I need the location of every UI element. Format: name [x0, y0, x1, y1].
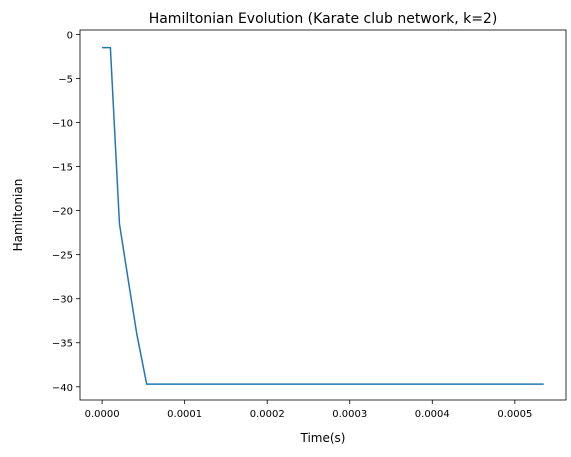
x-tick-label: 0.0000 — [85, 409, 120, 420]
series-layer — [102, 46, 544, 385]
plot-frame — [79, 29, 567, 401]
y-tick-label: −5 — [58, 74, 73, 85]
y-axis-ticks: 0 −5 −10 −15 −20 −25 −30 −35 −40 — [52, 30, 80, 394]
x-tick-label: 0.0002 — [250, 409, 285, 420]
y-tick-label: −25 — [52, 251, 73, 262]
x-tick-label: 0.0001 — [167, 409, 202, 420]
chart-title: Hamiltonian Evolution (Karate club netwo… — [149, 11, 498, 27]
y-tick-label: −35 — [52, 339, 73, 350]
y-tick-label: 0 — [67, 30, 73, 41]
x-axis-ticks: 0.0000 0.0001 0.0002 0.0003 0.0004 0.0005 — [85, 400, 532, 420]
x-tick-label: 0.0003 — [332, 409, 367, 420]
x-tick-label: 0.0005 — [497, 409, 532, 420]
x-axis-label: Time(s) — [300, 431, 346, 445]
y-tick-label: −15 — [52, 163, 73, 174]
y-tick-label: −20 — [52, 207, 73, 218]
y-axis-label: Hamiltonian — [11, 179, 25, 252]
x-tick-label: 0.0004 — [415, 409, 450, 420]
series-line — [102, 46, 544, 385]
y-tick-label: −30 — [52, 295, 73, 306]
y-tick-label: −10 — [52, 119, 73, 130]
y-tick-label: −40 — [52, 383, 73, 394]
